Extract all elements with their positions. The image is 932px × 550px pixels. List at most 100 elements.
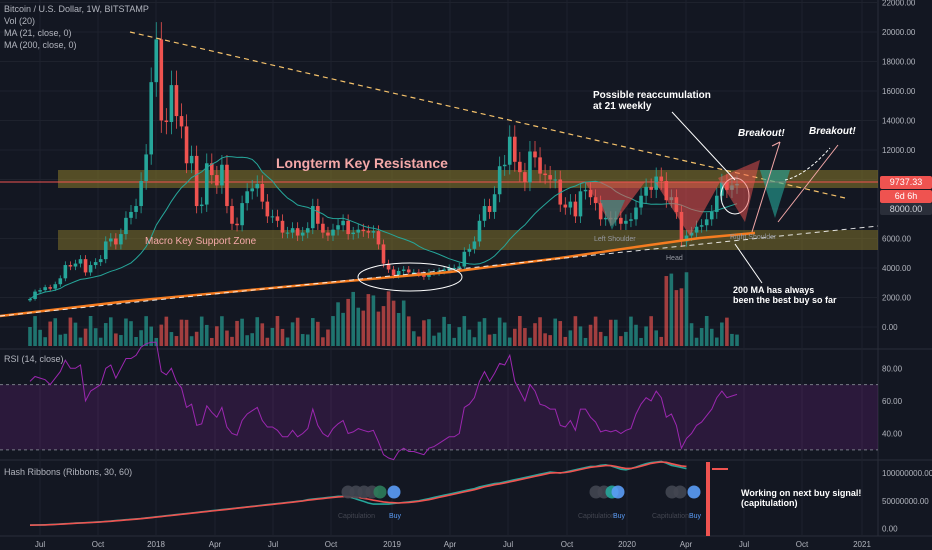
capitulation-label-1: Capitulation (338, 513, 375, 520)
y-tick-label: 14000.00 (882, 117, 916, 126)
volume-bar (603, 336, 608, 346)
left-shoulder-fill (600, 200, 625, 230)
x-tick-label: Jul (503, 540, 513, 549)
hash-tick-label: 100000000.00 (882, 469, 932, 478)
candle-body (502, 164, 507, 167)
candle-body (38, 290, 42, 292)
hash-signal-marker (673, 485, 687, 499)
volume-bar (230, 336, 234, 346)
candle-body (290, 228, 295, 233)
symbol-label: Bitcoin / U.S. Dollar, 1W, BITSTAMP (4, 4, 149, 14)
vol-label: Vol (20) (4, 16, 36, 26)
candle-body (679, 211, 684, 242)
candle-body (58, 278, 63, 285)
candle-body (316, 206, 320, 224)
resistance-label: Longterm Key Resistance (276, 155, 448, 171)
volume-bar (305, 334, 310, 346)
volume-bar (255, 317, 260, 346)
candle-body (406, 269, 411, 273)
volume-bar (351, 291, 355, 346)
volume-bar (260, 323, 265, 346)
volume-bar (538, 317, 542, 346)
candle-body (341, 220, 345, 226)
candle-body (573, 201, 578, 217)
ma200-note: 200 MA has always been the best buy so f… (733, 285, 837, 305)
x-tick-label: Jul (268, 540, 278, 549)
candle-body (487, 206, 492, 212)
volume-bar (507, 337, 512, 346)
reaccumulation-arrow (671, 111, 736, 181)
volume-bar (730, 333, 734, 346)
candle-body (28, 298, 32, 301)
volume-bar (280, 328, 285, 346)
x-tick-label: Apr (444, 540, 457, 549)
head-triangle (655, 182, 720, 236)
candle-body (715, 195, 719, 212)
volume-bar (563, 336, 568, 346)
volume-bar (331, 316, 335, 346)
volume-bar (417, 336, 421, 346)
volume-bar (311, 318, 315, 346)
volume-bar (194, 331, 199, 346)
support-label: Macro Key Support Zone (145, 236, 257, 247)
volume-bar (704, 316, 709, 346)
volume-bar (467, 329, 472, 346)
candle-body (305, 228, 310, 233)
y-tick-label: 2000.00 (882, 294, 911, 303)
candle-body (381, 244, 386, 264)
rsi-tick-label: 80.00 (882, 364, 903, 373)
volume-bar (366, 294, 371, 346)
ma200-arrow (734, 243, 763, 284)
candle-body (452, 268, 456, 269)
candle-body (639, 195, 643, 208)
volume-bar (199, 316, 204, 346)
candle-body (442, 269, 446, 271)
candle-body (366, 231, 371, 233)
volume-bar (93, 328, 98, 346)
candle-body (321, 223, 325, 233)
candle-body (215, 175, 219, 186)
volume-bar (518, 316, 522, 346)
volume-bar (124, 318, 128, 346)
candle-body (174, 85, 179, 117)
volume-bar (477, 321, 482, 346)
candle-body (417, 272, 421, 274)
buy-label-1: Buy (389, 513, 402, 520)
candle-body (689, 232, 694, 236)
volume-bar (43, 337, 47, 346)
candle-body (149, 82, 153, 155)
main-legend: Bitcoin / U.S. Dollar, 1W, BITSTAMP Vol … (4, 3, 149, 51)
candle-body (48, 287, 52, 289)
candle-body (704, 219, 709, 226)
volume-bar (381, 306, 386, 346)
candle-body (371, 231, 376, 233)
breakout-label-2: Breakout! (809, 126, 856, 137)
candle-body (694, 226, 699, 233)
volume-bar (149, 326, 153, 346)
candle-body (103, 241, 108, 260)
volume-bar (528, 337, 532, 346)
volume-bar (406, 316, 411, 346)
candle-body (119, 234, 123, 245)
volume-bar (578, 326, 583, 346)
volume-bar (250, 333, 254, 346)
hash-label: Hash Ribbons (Ribbons, 30, 60) (4, 467, 133, 477)
candle-body (300, 232, 305, 236)
y-tick-label: 20000.00 (882, 28, 916, 37)
y-tick-label: 0.00 (882, 323, 898, 332)
candle-body (593, 197, 598, 204)
candle-body (437, 270, 441, 273)
volume-bar (523, 328, 527, 346)
volume-bar (346, 298, 350, 346)
y-tick-label: 16000.00 (882, 87, 916, 96)
hash-signal-marker (611, 485, 625, 499)
candle-body (462, 251, 467, 267)
candle-body (401, 269, 406, 271)
candle-body (194, 155, 199, 207)
candle-body (619, 217, 623, 224)
volume-bar (401, 300, 406, 346)
candle-body (346, 220, 350, 235)
candle-body (220, 164, 224, 186)
volume-bar (316, 321, 320, 346)
